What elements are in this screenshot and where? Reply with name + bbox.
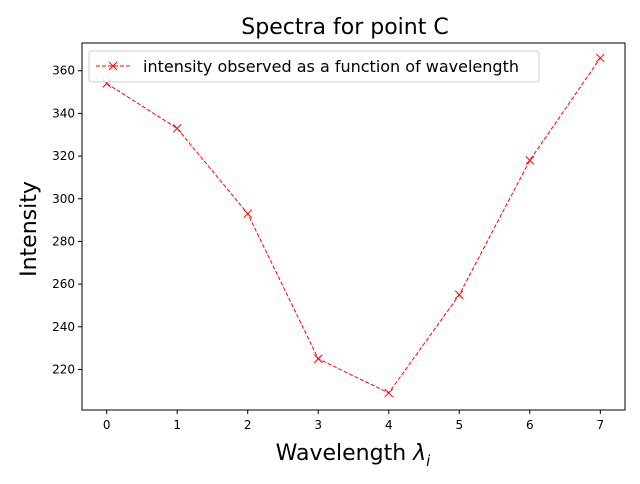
legend-marker-sample [108, 61, 118, 71]
data-point-marker [172, 123, 182, 133]
data-point-marker [384, 388, 394, 398]
legend-box [88, 50, 540, 83]
x-axis-ticks: 0 1 2 3 4 5 6 7 [103, 410, 604, 432]
y-tick-label: 240 [52, 320, 75, 334]
data-point-marker [595, 53, 605, 63]
x-tick-label: 7 [596, 418, 604, 432]
x-tick-label: 1 [173, 418, 181, 432]
x-axis-title-main: Wavelength [276, 441, 414, 466]
chart-title: Spectra for point C [241, 15, 448, 40]
x-tick-label: 5 [455, 418, 463, 432]
y-axis-title: Intensity [17, 181, 42, 277]
y-tick-label: 300 [52, 192, 75, 206]
y-tick-label: 340 [52, 106, 75, 120]
x-axis-title: Wavelength λi [276, 441, 432, 470]
x-tick-label: 4 [385, 418, 393, 432]
y-axis-ticks: 220 240 260 280 300 320 340 360 [52, 64, 82, 376]
y-tick-label: 360 [52, 64, 75, 78]
legend: intensity observed as a function of wave… [88, 50, 540, 83]
axes-frame [81, 42, 626, 411]
y-tick-label: 280 [52, 234, 75, 248]
x-tick-label: 3 [314, 418, 322, 432]
x-tick-label: 2 [244, 418, 252, 432]
x-tick-label: 0 [103, 418, 111, 432]
plot-area: 0 1 2 3 4 5 6 7 220 240 260 280 300 320 340 360 [52, 42, 626, 432]
legend-label: intensity observed as a function of wave… [143, 57, 519, 76]
data-point-marker [454, 290, 464, 300]
y-tick-label: 320 [52, 149, 75, 163]
series-line [106, 57, 601, 394]
data-point-marker [313, 354, 323, 364]
x-axis-title-subscript: i [426, 452, 431, 470]
y-tick-label: 220 [52, 362, 75, 376]
data-point-marker [243, 209, 253, 219]
x-axis-title-symbol: λ [412, 441, 426, 466]
x-tick-label: 6 [526, 418, 534, 432]
y-tick-label: 260 [52, 277, 75, 291]
data-point-marker [525, 156, 535, 165]
